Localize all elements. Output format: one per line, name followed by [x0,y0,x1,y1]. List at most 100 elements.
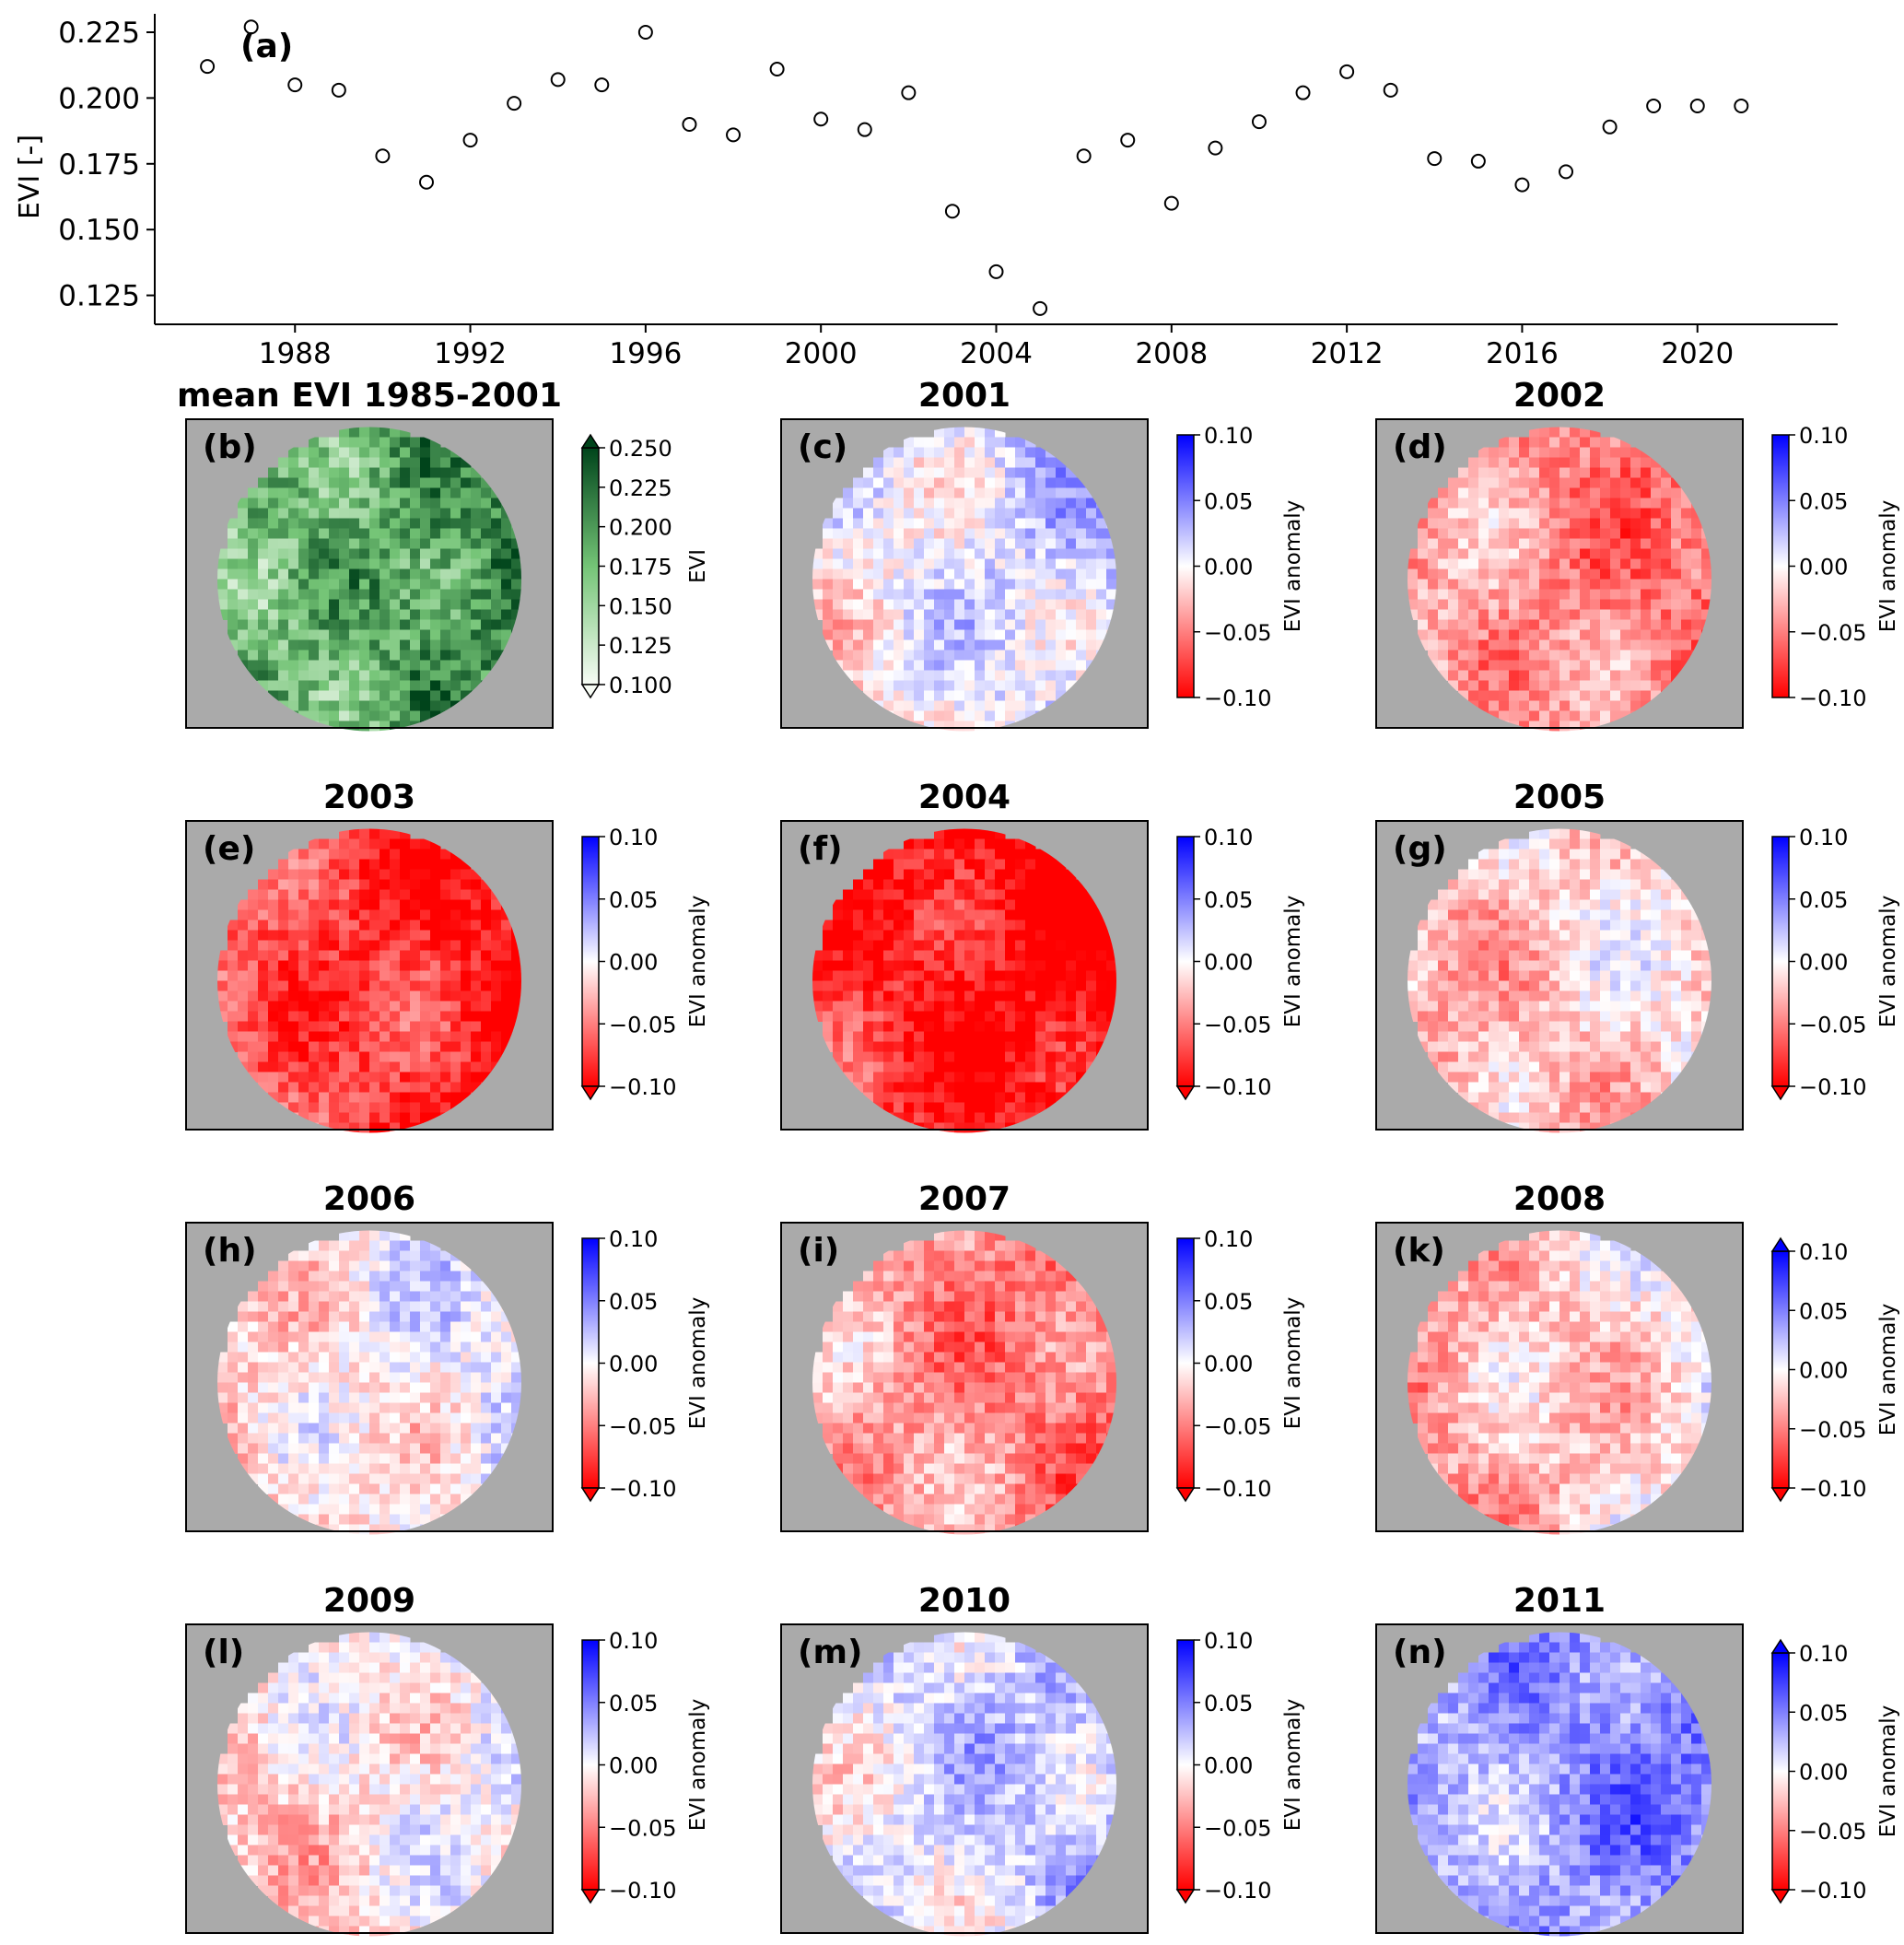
colorbar-extend-bottom [1770,1487,1791,1503]
colorbar-tick-label: 0.10 [609,825,658,850]
colorbar: 0.10 0.05 0.00 −0.05 −0.10 EVI anomaly [1175,1628,1305,1904]
colorbar-tick-label: 0.05 [1799,488,1848,514]
colorbar-tick-label: 0.10 [1204,825,1253,850]
colorbar-label: EVI anomaly [686,1699,710,1832]
x-tick-label: 1992 [434,337,507,370]
map-frame [780,1623,1149,1934]
evi-timeseries-panel: 0.125 0.150 0.175 0.200 0.225 1988 1992 1996 20… [14,14,1838,370]
map-panel-letter: (m) [798,1634,862,1671]
map-panel-letter: (b) [203,428,257,466]
colorbar-tick-label: 0.10 [1799,1641,1848,1667]
colorbar-extend-bottom [580,1889,601,1904]
map-title: 2001 [918,377,1010,415]
map-panel-n: 2011 (n) 0.10 0.05 0.00 −0.05 −0.10 EVI anomaly [1375,1582,1900,1937]
colorbar-tick-label: 0.250 [609,436,672,462]
colorbar-gradient [1176,434,1195,698]
colorbar-tick-label: 0.225 [609,475,672,501]
colorbar-tick-label: 0.10 [1204,423,1253,449]
colorbar-tick-label: 0.00 [1204,950,1253,976]
map-panel-e: 2003 (e) 0.10 0.05 0.00 −0.05 −0.10 EVI anomaly [185,779,710,1133]
colorbar-gradient [1176,1639,1195,1891]
y-tick-label: 0.200 [58,82,140,115]
y-tick-label: 0.175 [58,148,140,182]
colorbar-tick-label: 0.05 [1799,887,1848,913]
map-title: 2010 [918,1582,1010,1620]
colorbar-tick-label: 0.00 [1204,1352,1253,1377]
colorbar-extend-bottom [1770,1085,1791,1101]
map-raster [217,828,521,1133]
colorbar-extend-top [580,433,601,449]
map-frame [185,418,554,729]
colorbar-label: EVI anomaly [1281,896,1305,1028]
data-point [375,148,391,164]
map-title: 2005 [1513,779,1606,816]
colorbar-extend-bottom [1770,1889,1791,1904]
colorbar-tick-label: 0.05 [1799,1298,1848,1324]
colorbar-extend-bottom [1175,1085,1196,1101]
map-panel-g: 2005 (g) 0.10 0.05 0.00 −0.05 −0.10 EVI anomaly [1375,779,1900,1133]
colorbar-tick-label: 0.05 [1204,1691,1253,1717]
colorbar-tick-label: 0.10 [1799,423,1848,449]
colorbar-tick-label: 0.00 [609,950,658,976]
anomaly-map-grid: mean EVI 1985-2001 (b) 0.250 0.225 0.200 0.17… [177,377,1900,1937]
colorbar-tick-label: −0.05 [609,1012,677,1037]
x-tick-label: 2000 [785,337,858,370]
colorbar-tick-label: 0.100 [609,673,672,698]
data-point [1208,140,1223,156]
colorbar-label: EVI anomaly [1281,1699,1305,1832]
map-title: 2003 [323,779,415,816]
colorbar-tick-label: 0.10 [609,1628,658,1654]
map-title: 2004 [918,779,1010,816]
map-raster [812,427,1116,732]
colorbar-tick-label: −0.05 [1799,620,1867,646]
colorbar-tick-label: −0.10 [609,1074,677,1100]
colorbar-tick-label: −0.05 [609,1815,677,1841]
colorbar-tick-label: 0.200 [609,515,672,541]
data-point [1734,98,1749,113]
map-title: 2009 [323,1582,415,1620]
colorbar-tick-label: 0.125 [609,633,672,659]
colorbar-tick-label: 0.05 [1204,887,1253,913]
data-point [988,264,1004,279]
colorbar-gradient [1771,1250,1790,1489]
colorbar-tick-label: 0.150 [609,593,672,619]
colorbar: 0.250 0.225 0.200 0.175 0.150 0.125 0.100 EVI [580,433,710,699]
map-frame [185,820,554,1131]
y-tick-label: 0.125 [58,280,140,313]
data-point [594,77,610,93]
colorbar-extend-bottom [1175,1487,1196,1503]
colorbar-tick-label: −0.10 [1204,1878,1272,1904]
x-tick-label: 2008 [1135,337,1208,370]
x-tick-label: 1988 [259,337,332,370]
panel-letter-a: (a) [240,28,293,65]
colorbar-tick-label: −0.10 [1799,685,1867,711]
x-tick-label: 1996 [609,337,682,370]
colorbar-tick-label: 0.00 [609,1753,658,1779]
colorbar-gradient [581,1237,600,1489]
colorbar-tick-label: 0.10 [1799,825,1848,850]
colorbar: 0.10 0.05 0.00 −0.05 −0.10 EVI anomaly [1175,1226,1305,1503]
data-point [682,116,697,132]
colorbar-tick-label: 0.10 [1204,1226,1253,1252]
colorbar-tick-label: −0.10 [1204,1074,1272,1100]
data-point [1427,151,1443,167]
colorbar-tick-label: −0.10 [1799,1878,1867,1904]
y-tick-label: 0.225 [58,17,140,50]
data-point [1033,300,1048,316]
colorbar-label: EVI anomaly [1281,1297,1305,1430]
data-point [418,174,434,190]
map-panel-letter: (i) [798,1232,839,1270]
colorbar-tick-label: −0.05 [1799,1417,1867,1443]
colorbar-tick-label: 0.05 [609,1691,658,1717]
colorbar-tick-label: −0.05 [1204,1413,1272,1439]
colorbar-gradient [581,447,600,685]
data-point [726,127,742,143]
map-panel-c: 2001 (c) 0.10 0.05 0.00 −0.05 −0.10 EVI anomaly [780,377,1305,732]
colorbar-gradient [1176,836,1195,1087]
data-point [1120,133,1136,148]
map-panel-letter: (c) [798,428,847,466]
map-raster [1408,828,1711,1133]
colorbar-extend-bottom [580,684,601,699]
data-point [462,133,478,148]
x-tick-label: 2004 [960,337,1033,370]
